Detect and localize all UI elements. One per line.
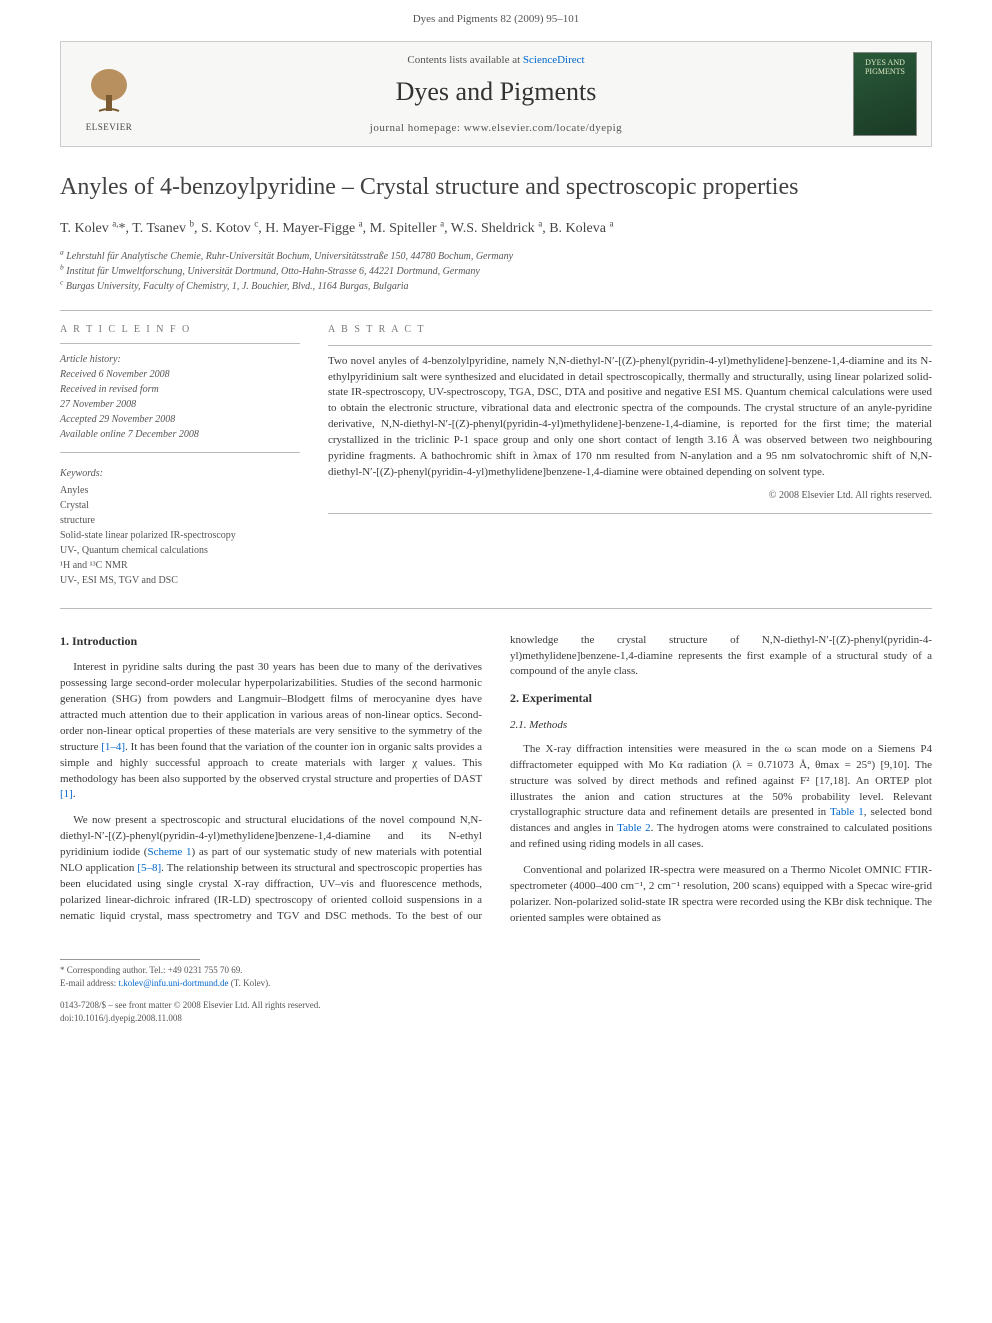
separator-rule (60, 310, 932, 311)
author-list: T. Kolev a,*, T. Tsanev b, S. Kotov c, H… (60, 219, 932, 239)
keyword: UV-, ESI MS, TGV and DSC (60, 573, 300, 588)
publisher-logo-area: ELSEVIER (75, 55, 155, 133)
copyright-line: © 2008 Elsevier Ltd. All rights reserved… (328, 489, 932, 503)
section-heading-introduction: 1. Introduction (60, 633, 482, 650)
publisher-name: ELSEVIER (86, 121, 133, 134)
running-head: Dyes and Pigments 82 (2009) 95–101 (0, 0, 992, 35)
banner-center: Contents lists available at ScienceDirec… (155, 53, 837, 136)
elsevier-tree-icon (81, 63, 137, 119)
mini-rule (60, 343, 300, 344)
footnote-rule (60, 959, 200, 960)
cover-thumb-area: DYES AND PIGMENTS (837, 52, 917, 136)
keyword: Crystal (60, 498, 300, 513)
elsevier-logo: ELSEVIER (75, 55, 143, 133)
mini-rule (328, 513, 932, 514)
history-revised-date: 27 November 2008 (60, 397, 300, 412)
front-matter-line: 0143-7208/$ – see front matter © 2008 El… (60, 999, 932, 1012)
body-columns: 1. Introduction Interest in pyridine sal… (60, 633, 932, 931)
corresponding-author: * Corresponding author. Tel.: +49 0231 7… (60, 964, 932, 989)
cover-text: DYES AND PIGMENTS (854, 59, 916, 77)
intro-paragraph-1: Interest in pyridine salts during the pa… (60, 660, 482, 803)
contents-available-line: Contents lists available at ScienceDirec… (155, 53, 837, 68)
section-heading-experimental: 2. Experimental (510, 690, 932, 707)
corr-label: * Corresponding author. Tel.: +49 0231 7… (60, 964, 932, 977)
journal-cover-thumbnail: DYES AND PIGMENTS (853, 52, 917, 136)
affiliation-line: b Institut für Umweltforschung, Universi… (60, 264, 932, 279)
email-suffix: (T. Kolev). (229, 978, 271, 988)
keyword: Solid-state linear polarized IR-spectros… (60, 528, 300, 543)
article-title: Anyles of 4-benzoylpyridine – Crystal st… (60, 171, 932, 205)
methods-paragraph-2: Conventional and polarized IR-spectra we… (510, 863, 932, 927)
homepage-url: www.elsevier.com/locate/dyepig (464, 122, 622, 134)
methods-paragraph-1: The X-ray diffraction intensities were m… (510, 742, 932, 854)
email-label: E-mail address: (60, 978, 118, 988)
history-revised-label: Received in revised form (60, 382, 300, 397)
doi-line: doi:10.1016/j.dyepig.2008.11.008 (60, 1012, 932, 1025)
article-info-heading: A R T I C L E I N F O (60, 323, 300, 337)
keywords-heading: Keywords: (60, 467, 300, 481)
keyword: ¹H and ¹³C NMR (60, 558, 300, 573)
history-received: Received 6 November 2008 (60, 367, 300, 382)
affiliations: a Lehrstuhl für Analytische Chemie, Ruhr… (60, 249, 932, 294)
mini-rule (60, 452, 300, 453)
journal-homepage-line: journal homepage: www.elsevier.com/locat… (155, 121, 837, 136)
journal-banner: ELSEVIER Contents lists available at Sci… (60, 41, 932, 147)
affiliation-line: a Lehrstuhl für Analytische Chemie, Ruhr… (60, 249, 932, 264)
journal-name: Dyes and Pigments (155, 74, 837, 110)
separator-rule (60, 608, 932, 609)
meta-and-abstract: A R T I C L E I N F O Article history: R… (60, 323, 932, 588)
history-head: Article history: (60, 352, 300, 367)
article-history: Article history: Received 6 November 200… (60, 352, 300, 442)
contents-prefix: Contents lists available at (407, 54, 522, 66)
keyword: UV-, Quantum chemical calculations (60, 543, 300, 558)
sciencedirect-link[interactable]: ScienceDirect (523, 54, 585, 66)
mini-rule (328, 345, 932, 346)
page-footer: * Corresponding author. Tel.: +49 0231 7… (0, 959, 992, 1048)
history-accepted: Accepted 29 November 2008 (60, 412, 300, 427)
keywords-list: AnylesCrystalstructureSolid-state linear… (60, 483, 300, 588)
publication-footer: 0143-7208/$ – see front matter © 2008 El… (60, 999, 932, 1024)
subsection-heading-methods: 2.1. Methods (510, 718, 932, 734)
keyword: structure (60, 513, 300, 528)
article-body: Anyles of 4-benzoylpyridine – Crystal st… (0, 171, 992, 931)
history-online: Available online 7 December 2008 (60, 427, 300, 442)
affiliation-line: c Burgas University, Faculty of Chemistr… (60, 279, 932, 294)
article-info-column: A R T I C L E I N F O Article history: R… (60, 323, 300, 588)
abstract-text: Two novel anyles of 4-benzolylpyridine, … (328, 354, 932, 482)
homepage-prefix: journal homepage: (370, 122, 464, 134)
abstract-heading: A B S T R A C T (328, 323, 932, 337)
corr-email-link[interactable]: t.kolev@infu.uni-dortmund.de (118, 978, 228, 988)
abstract-column: A B S T R A C T Two novel anyles of 4-be… (328, 323, 932, 588)
keyword: Anyles (60, 483, 300, 498)
